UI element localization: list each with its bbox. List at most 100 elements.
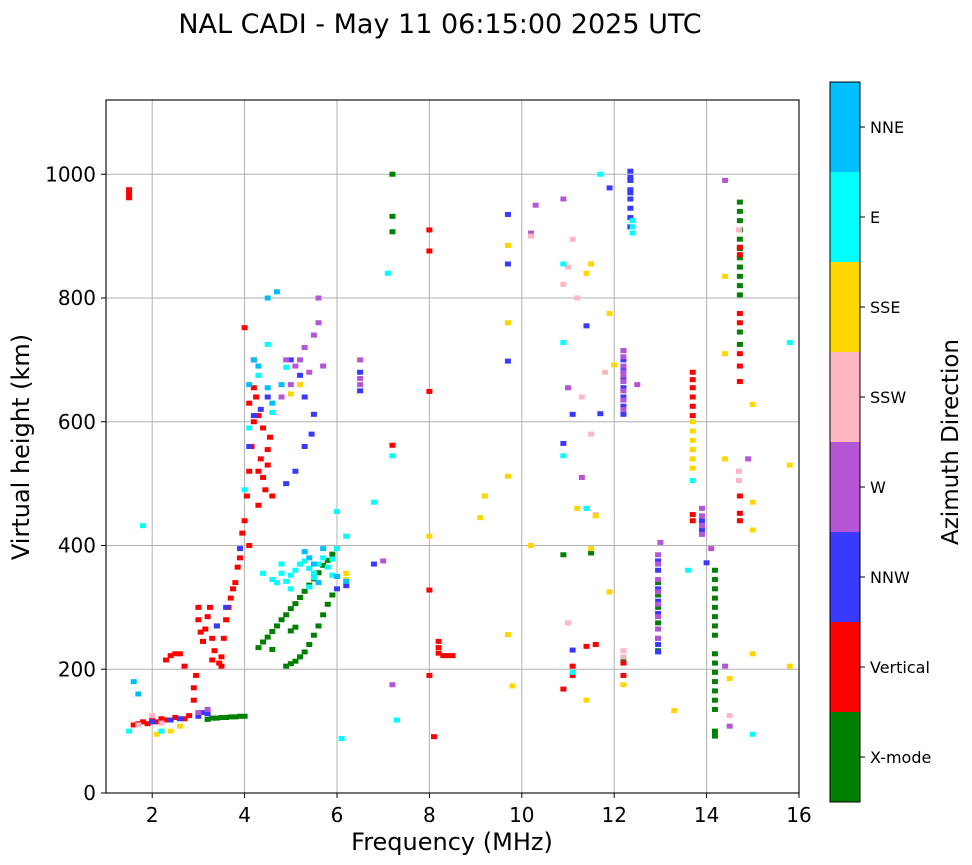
data-point-nnw bbox=[283, 481, 290, 487]
data-point-w bbox=[726, 723, 733, 729]
data-point-e bbox=[786, 340, 793, 346]
data-point-e bbox=[334, 546, 340, 552]
data-point-x-mode bbox=[655, 592, 662, 598]
data-point-e bbox=[569, 669, 576, 675]
data-point-vertical bbox=[126, 195, 133, 201]
data-point-nnw bbox=[620, 366, 627, 372]
data-point-nnw bbox=[655, 586, 662, 592]
data-point-vertical bbox=[241, 325, 248, 331]
data-point-w bbox=[315, 295, 322, 301]
data-point-e bbox=[310, 575, 317, 581]
data-point-x-mode bbox=[278, 617, 285, 623]
data-point-x-mode bbox=[255, 645, 262, 651]
data-point-ssw bbox=[149, 713, 156, 719]
data-point-w bbox=[204, 706, 211, 712]
data-point-nnw bbox=[223, 604, 230, 610]
data-point-nnw bbox=[504, 261, 511, 267]
data-point-x-mode bbox=[711, 733, 718, 739]
data-point-ssw bbox=[528, 233, 535, 239]
data-point-e bbox=[246, 425, 253, 431]
data-point-nnw bbox=[627, 177, 634, 183]
data-point-e bbox=[389, 453, 396, 459]
data-point-w bbox=[560, 196, 567, 202]
data-point-ssw bbox=[620, 648, 627, 654]
data-point-w bbox=[698, 505, 705, 511]
data-point-vertical bbox=[560, 686, 567, 692]
data-point-e bbox=[297, 561, 304, 567]
data-point-nnw bbox=[620, 403, 627, 409]
data-point-vertical bbox=[435, 638, 442, 644]
data-point-w bbox=[315, 320, 322, 326]
data-point-x-mode bbox=[389, 171, 396, 177]
data-point-vertical bbox=[592, 642, 599, 647]
data-point-nnw bbox=[627, 205, 634, 211]
data-point-sse bbox=[689, 465, 696, 471]
data-point-x-mode bbox=[292, 624, 299, 630]
data-point-x-mode bbox=[213, 715, 220, 721]
data-point-vertical bbox=[243, 493, 250, 499]
data-point-w bbox=[620, 379, 627, 385]
data-point-x-mode bbox=[306, 642, 313, 647]
data-point-x-mode bbox=[711, 679, 718, 685]
data-point-e bbox=[629, 218, 636, 224]
data-point-vertical bbox=[246, 468, 253, 474]
data-point-vertical bbox=[223, 617, 230, 623]
data-point-sse bbox=[689, 447, 696, 453]
data-point-w bbox=[301, 345, 308, 350]
y-axis-label: Virtual height (km) bbox=[7, 334, 35, 560]
colorbar-tick-label: SSE bbox=[870, 298, 900, 317]
data-point-nnw bbox=[213, 623, 220, 629]
colorbar-frame bbox=[829, 81, 861, 803]
data-point-x-mode bbox=[283, 612, 290, 618]
data-point-nnw bbox=[620, 357, 627, 363]
data-point-vertical bbox=[426, 248, 433, 254]
data-point-x-mode bbox=[223, 715, 230, 721]
data-point-nne bbox=[264, 385, 271, 391]
data-point-nne bbox=[320, 546, 327, 552]
data-point-e bbox=[370, 499, 377, 505]
data-point-nne bbox=[343, 578, 350, 584]
data-point-e bbox=[306, 565, 313, 571]
data-point-w bbox=[698, 523, 705, 529]
data-point-x-mode bbox=[292, 658, 299, 664]
data-point-sse bbox=[481, 493, 488, 499]
x-axis-label: Frequency (MHz) bbox=[351, 828, 553, 856]
x-axis: 2 4 6 8 10 12 14 16 bbox=[146, 793, 812, 827]
data-point-vertical bbox=[435, 645, 442, 651]
data-point-nnw bbox=[698, 527, 705, 533]
data-point-vertical bbox=[193, 672, 200, 678]
colorbar-swatch bbox=[830, 172, 860, 262]
data-point-sse bbox=[592, 513, 599, 519]
x-tick-label: 8 bbox=[423, 803, 436, 827]
data-point-nnw bbox=[357, 369, 364, 375]
data-point-e bbox=[583, 505, 590, 511]
data-point-ssw bbox=[620, 654, 627, 660]
data-point-w bbox=[620, 363, 627, 369]
colorbar: X-mode Vertical NNW W SSW SSE E NNE bbox=[829, 81, 931, 803]
data-point-vertical bbox=[736, 252, 743, 258]
data-point-vertical bbox=[689, 394, 696, 400]
data-point-vertical bbox=[449, 653, 456, 659]
data-point-vertical bbox=[230, 586, 237, 592]
data-point-nnw bbox=[297, 372, 304, 378]
data-point-e bbox=[283, 578, 290, 584]
data-point-e bbox=[287, 572, 294, 578]
data-point-x-mode bbox=[209, 715, 216, 721]
data-point-nnw bbox=[627, 196, 634, 202]
y-tick-label: 200 bbox=[58, 657, 96, 681]
data-point-x-mode bbox=[711, 697, 718, 703]
data-point-sse bbox=[689, 428, 696, 434]
data-point-x-mode bbox=[297, 654, 304, 660]
data-point-sse bbox=[509, 683, 516, 689]
data-points bbox=[126, 168, 793, 742]
data-point-e bbox=[338, 736, 345, 742]
data-point-x-mode bbox=[736, 236, 743, 242]
data-point-sse bbox=[722, 456, 729, 462]
data-point-vertical bbox=[426, 388, 433, 394]
data-point-e bbox=[269, 409, 276, 415]
data-point-sse bbox=[749, 527, 756, 533]
data-point-w bbox=[620, 369, 627, 375]
data-point-nnw bbox=[620, 385, 627, 391]
data-point-vertical bbox=[736, 310, 743, 316]
data-point-nnw bbox=[606, 185, 613, 191]
